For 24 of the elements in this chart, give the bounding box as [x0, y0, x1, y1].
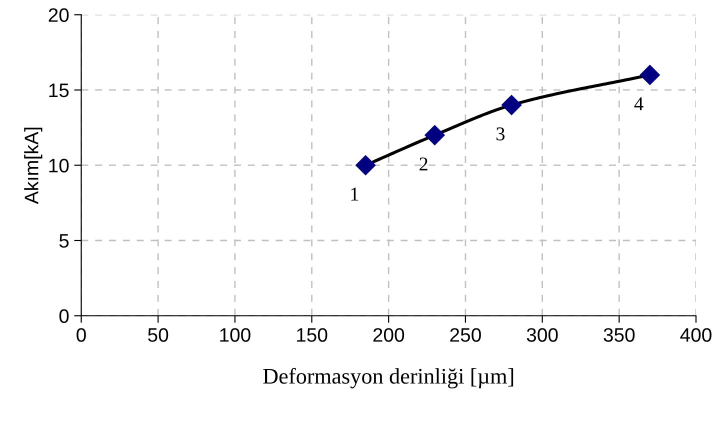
x-tick-label: 0: [76, 328, 86, 342]
x-tick-label: 250: [450, 328, 481, 342]
x-tick-label: 50: [148, 328, 168, 342]
y-tick-label: 15: [49, 84, 69, 98]
point: [424, 124, 446, 146]
x-axis-title: Deformasyon derinliği [µm]: [263, 368, 514, 388]
x-tick-label: 300: [526, 328, 558, 342]
x-tick-label: 350: [604, 328, 635, 342]
point: [501, 94, 522, 116]
y-tick-label: 5: [59, 234, 69, 248]
annotation: 3: [496, 127, 505, 140]
annotation: 4: [634, 97, 644, 110]
annotation: 2: [420, 157, 428, 170]
x-tick-label: 400: [680, 328, 712, 342]
x-tick-label: 100: [220, 328, 250, 342]
y-tick-label: 20: [48, 8, 69, 22]
y-tick-label: 10: [49, 158, 69, 172]
point: [355, 154, 376, 176]
y-tick-label: 0: [59, 309, 69, 323]
point: [640, 64, 660, 86]
y-axis-title: Akım[kA]: [24, 128, 42, 204]
annotation: 1: [351, 188, 358, 200]
x-tick-label: 200: [373, 328, 404, 342]
x-tick-label: 150: [297, 328, 328, 342]
